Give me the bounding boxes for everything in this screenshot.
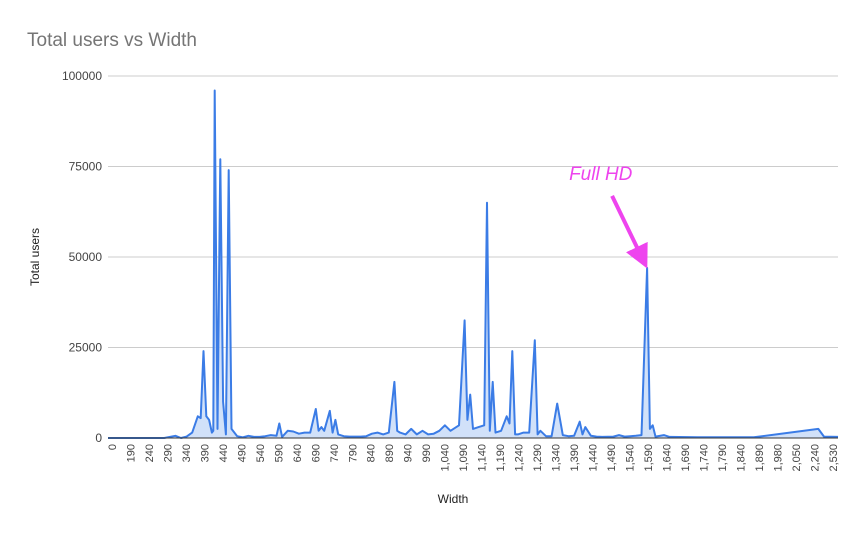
- x-tick-label: 1,890: [754, 444, 766, 472]
- y-tick-label: 100000: [62, 69, 102, 83]
- y-tick-label: 25000: [69, 341, 103, 355]
- x-tick-label: 1,640: [661, 444, 673, 472]
- x-tick-label: 1,240: [514, 444, 526, 472]
- x-tick-label: 1,690: [680, 444, 692, 472]
- chart-title: Total users vs Width: [27, 30, 197, 51]
- x-tick-label: 940: [403, 444, 415, 462]
- x-tick-label: 1,790: [717, 444, 729, 472]
- x-tick-label: 540: [255, 444, 267, 462]
- x-tick-label: 1,440: [588, 444, 600, 472]
- x-tick-label: 1,740: [698, 444, 710, 472]
- grid-lines: [108, 75, 838, 348]
- x-tick-label: 1,090: [458, 444, 470, 472]
- x-tick-label: 490: [236, 444, 248, 462]
- x-tick-label: 2,050: [791, 444, 803, 472]
- x-tick-label: 690: [310, 444, 322, 462]
- x-tick-label: 1,590: [643, 444, 655, 472]
- x-tick-label: 1,140: [477, 444, 489, 472]
- x-tick-label: 840: [366, 444, 378, 462]
- x-tick-label: 1,540: [625, 444, 637, 472]
- y-axis-ticks: 0 25000 50000 75000 100000: [62, 69, 102, 445]
- x-tick-label: 990: [421, 444, 433, 462]
- x-axis-title: Width: [438, 492, 469, 506]
- x-tick-label: 390: [199, 444, 211, 462]
- x-tick-label: 290: [162, 444, 174, 462]
- x-tick-label: 1,980: [772, 444, 784, 472]
- y-tick-label: 0: [95, 431, 102, 445]
- x-tick-label: 1,490: [606, 444, 618, 472]
- x-tick-label: 890: [384, 444, 396, 462]
- x-tick-label: 190: [126, 444, 138, 462]
- x-tick-label: 2,240: [809, 444, 821, 472]
- y-axis-title: Total users: [28, 228, 42, 286]
- annotation-label: Full HD: [569, 164, 633, 185]
- x-tick-label: 440: [218, 444, 230, 462]
- x-tick-label: 1,390: [569, 444, 581, 472]
- x-tick-label: 1,190: [495, 444, 507, 472]
- x-tick-label: 2,530: [828, 444, 840, 472]
- x-tick-label: 0: [107, 444, 119, 450]
- x-tick-label: 740: [329, 444, 341, 462]
- series-line: [108, 89, 839, 439]
- x-tick-label: 340: [181, 444, 193, 462]
- y-tick-label: 75000: [69, 160, 103, 174]
- x-tick-label: 1,290: [532, 444, 544, 472]
- x-tick-label: 1,840: [735, 444, 747, 472]
- x-tick-label: 790: [347, 444, 359, 462]
- x-tick-label: 1,340: [551, 444, 563, 472]
- x-tick-label: 590: [273, 444, 285, 462]
- y-tick-label: 50000: [69, 250, 103, 264]
- x-tick-label: 240: [144, 444, 156, 462]
- x-axis-ticks: 0 190 240 290 340 390 440 490 540 590 640 690 740 790…: [107, 444, 840, 472]
- annotation-arrow: [610, 194, 648, 269]
- x-tick-label: 640: [292, 444, 304, 462]
- x-tick-label: 1,040: [440, 444, 452, 472]
